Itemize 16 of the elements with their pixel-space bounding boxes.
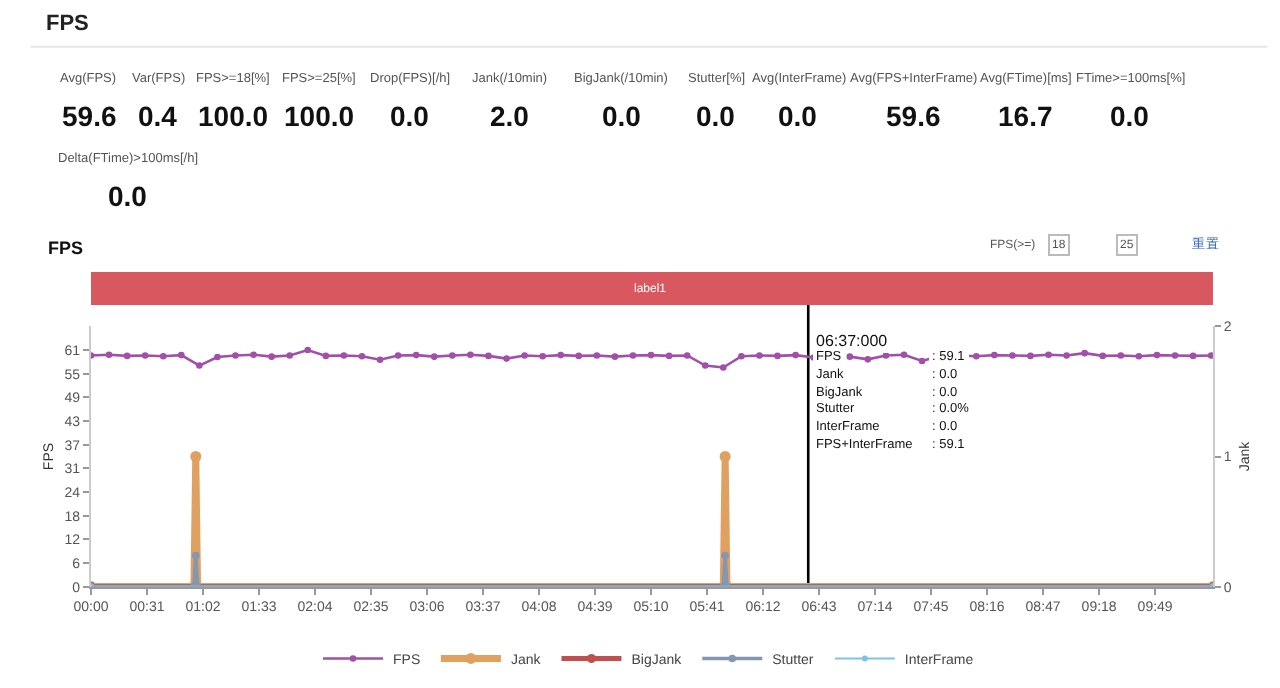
- text: 0.0: [108, 180, 148, 212]
- text: 2.0: [490, 100, 530, 132]
- text: 0.0: [696, 100, 736, 132]
- text: 100.0: [198, 100, 269, 132]
- text: FPS: [46, 12, 89, 36]
- annotation: 06:37:000: [816, 332, 889, 350]
- text: 0.0: [1110, 100, 1150, 132]
- text: 59.6: [62, 100, 117, 132]
- text: 100.0: [284, 100, 355, 132]
- text: 16.7: [998, 100, 1053, 132]
- text: 0.0: [602, 100, 642, 132]
- text: 0.4: [138, 100, 178, 132]
- text: 0.0: [778, 100, 818, 132]
- text: 0.0: [390, 100, 430, 132]
- chart-title: FPS: [48, 238, 84, 258]
- text: 59.6: [886, 100, 941, 132]
